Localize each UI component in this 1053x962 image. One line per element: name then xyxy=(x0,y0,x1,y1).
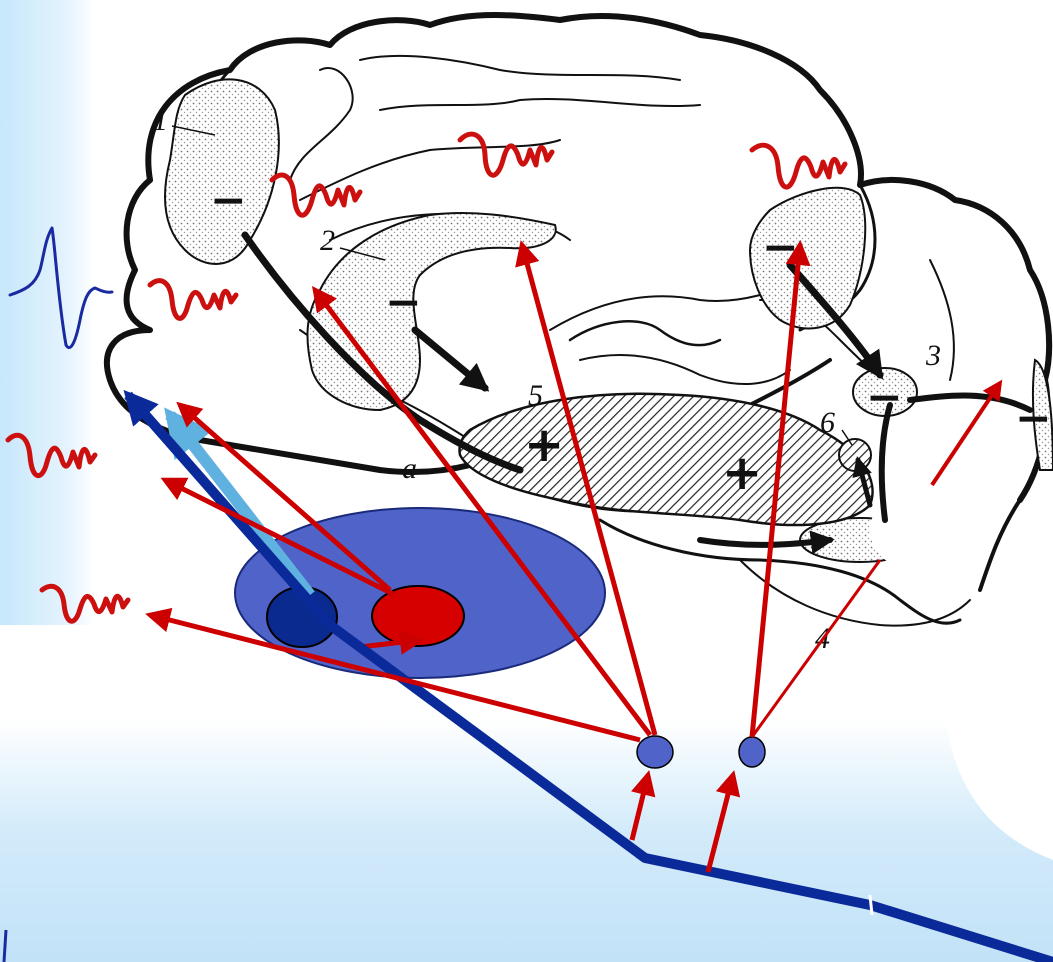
left-margin-mark xyxy=(2,929,8,962)
red-arrow-right-node-to-occipital xyxy=(749,240,811,738)
leader-2 xyxy=(339,247,386,261)
region-2-cingulate xyxy=(306,212,557,412)
black-arrow-to-6 xyxy=(852,456,873,508)
reticular-node-left xyxy=(636,735,674,769)
eeg-wave-icon xyxy=(457,131,555,178)
black-arrow-2-to-5 xyxy=(411,326,490,392)
eeg-wave-icon xyxy=(749,142,848,190)
plus-sign-2: + xyxy=(722,445,762,501)
eeg-wave-icon xyxy=(147,278,239,321)
light-blue-pathway xyxy=(164,407,315,599)
eeg-wave-icon xyxy=(39,583,131,624)
bottom-background-band xyxy=(0,720,1053,962)
label-6: 6 xyxy=(820,406,835,439)
label-a: a xyxy=(402,452,417,485)
red-arrow-node-to-cortex-2 xyxy=(311,286,652,737)
red-arrow-up-to-node-left xyxy=(629,770,656,841)
black-arrow-3-loop xyxy=(907,392,1033,413)
region-6 xyxy=(838,438,872,472)
minus-sign-1: − xyxy=(210,175,247,226)
label-1: 1 xyxy=(153,104,168,137)
eeg-wave-icon xyxy=(5,432,98,478)
bottom-right-white-corner xyxy=(945,700,1053,860)
leader-6 xyxy=(841,429,853,446)
eeg-waves xyxy=(5,131,848,624)
leader-1 xyxy=(171,125,216,136)
minus-sign-3: − xyxy=(866,372,903,423)
label-2: 2 xyxy=(320,224,335,257)
minus-sign-2: − xyxy=(385,277,422,328)
red-arrow-node-to-cingulate xyxy=(515,240,658,736)
red-arrow-up-to-node-right xyxy=(705,770,741,873)
eeg-wave-icon xyxy=(269,172,363,218)
evoked-potential-icon xyxy=(8,226,114,350)
red-arrows xyxy=(145,240,1003,873)
label-5: 5 xyxy=(528,379,543,412)
dark-blue-pathway xyxy=(123,389,1053,962)
plus-sign-1: + xyxy=(524,417,564,473)
blue-segment-separator xyxy=(868,894,874,916)
red-arrow-right-node-to-4 xyxy=(750,559,882,738)
red-arrow-to-right-region xyxy=(930,379,1003,487)
black-arrow-3-down xyxy=(878,402,893,523)
red-arrow-red-nucleus-to-temporal xyxy=(160,477,397,598)
red-arrow-node-to-thalamus-left xyxy=(145,607,641,743)
black-arrow-to-4 xyxy=(697,530,835,555)
red-arrow-red-nucleus-to-frontal xyxy=(176,401,392,592)
minus-sign-occipital: − xyxy=(762,222,799,273)
red-nucleus xyxy=(371,585,465,647)
black-arrow-occipital-to-3 xyxy=(786,261,884,380)
white-occluder xyxy=(870,490,960,570)
left-background-panel xyxy=(0,0,95,625)
red-nucleus-arrow xyxy=(359,629,425,655)
region-right-edge xyxy=(1031,358,1053,471)
region-1-frontal xyxy=(164,78,280,265)
reticular-node-right xyxy=(738,736,766,768)
minus-sign-right: − xyxy=(1015,393,1052,444)
label-3: 3 xyxy=(925,339,941,372)
region-5-hatched xyxy=(458,392,874,527)
